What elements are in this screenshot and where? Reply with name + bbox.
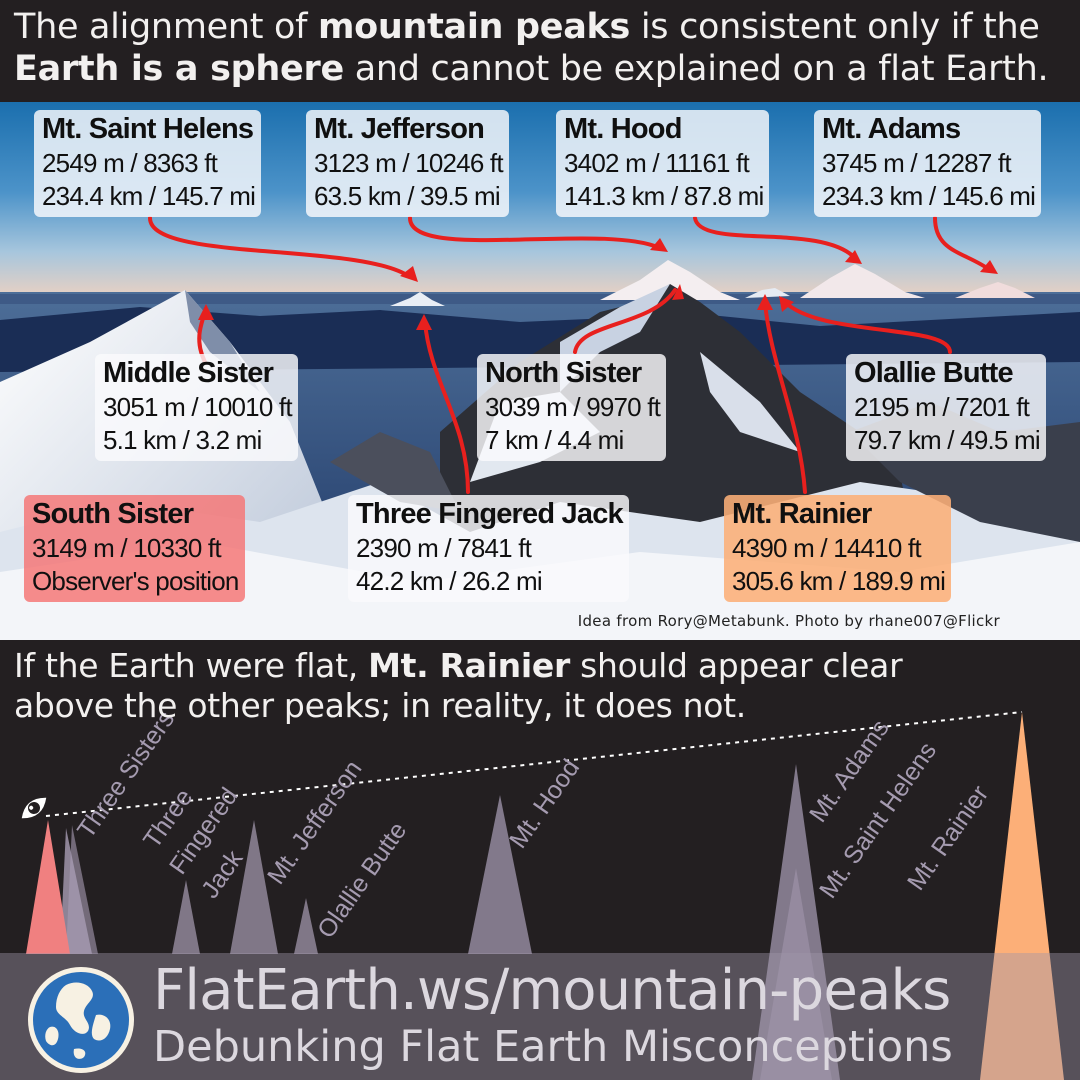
- label-name: North Sister: [485, 357, 642, 389]
- label-height: 3402 m / 11161 ft: [564, 148, 750, 178]
- footer: FlatEarth.ws/mountain-peaks Debunking Fl…: [0, 953, 1080, 1080]
- peak-diagram: Three Sisters Three Fingered Jack Mt. Je…: [21, 706, 1064, 1080]
- peak-hood: [468, 795, 532, 954]
- caption-text: should appear clear: [569, 646, 903, 685]
- header-text: is consistent only if the: [630, 7, 1040, 47]
- label-rainier: Mt. Rainier 4390 m / 14410 ft 305.6 km /…: [724, 495, 952, 602]
- header: The alignment of mountain peaks is consi…: [0, 0, 1080, 102]
- arrow-hood-to-adams: [693, 216, 857, 260]
- peak-three-fingered-jack: [172, 880, 200, 954]
- bottom-caption: If the Earth were flat, Mt. Rainier shou…: [14, 646, 903, 726]
- label-name: Mt. Saint Helens: [42, 113, 254, 145]
- arrow-olallie: [783, 300, 952, 354]
- label-name: Olallie Butte: [854, 357, 1014, 389]
- label-distance: 42.2 km / 26.2 mi: [356, 566, 543, 596]
- label-name: Mt. Rainier: [732, 498, 872, 530]
- globe-logo-icon: [28, 967, 134, 1073]
- label-name: Mt. Adams: [822, 113, 961, 145]
- label-height: 2549 m / 8363 ft: [42, 148, 218, 178]
- mt-jefferson-distant: [390, 292, 445, 306]
- label-olallie: Olallie Butte 2195 m / 7201 ft 79.7 km /…: [846, 354, 1046, 461]
- label-distance: 305.6 km / 189.9 mi: [732, 566, 946, 596]
- label-adams: Mt. Adams 3745 m / 12287 ft 234.3 km / 1…: [814, 110, 1042, 217]
- arrowheads: [198, 238, 998, 330]
- label-height: 3051 m / 10010 ft: [103, 392, 293, 422]
- label-jefferson: Mt. Jefferson 3123 m / 10246 ft 63.5 km …: [306, 110, 509, 217]
- label-distance: 79.7 km / 49.5 mi: [854, 425, 1041, 455]
- peak-saint-helens: [760, 868, 832, 1080]
- label-saint-helens: Mt. Saint Helens 2549 m / 8363 ft 234.4 …: [34, 110, 262, 217]
- mt-rainier-distant: [955, 282, 1035, 298]
- arrow-rainier-bottom: [763, 300, 807, 494]
- caption-bold-text: Mt. Rainier: [368, 646, 570, 685]
- header-text: and cannot be explained on a flat Earth.: [343, 49, 1049, 89]
- label-height: 3123 m / 10246 ft: [314, 148, 504, 178]
- label-name: South Sister: [32, 498, 194, 530]
- photo-credit: Idea from Rory@Metabunk. Photo by rhane0…: [577, 612, 1000, 630]
- label-name: Mt. Jefferson: [314, 113, 485, 145]
- arrow-adams-to-rainier: [933, 216, 992, 272]
- label-distance: 141.3 km / 87.8 mi: [564, 181, 764, 211]
- label-name: Mt. Hood: [564, 113, 682, 145]
- sightline: [45, 711, 1023, 817]
- header-bold-text: mountain peaks: [317, 7, 631, 47]
- footer-url: FlatEarth.ws/mountain-peaks: [153, 958, 951, 1023]
- arrow-three-fingered-jack: [423, 320, 470, 494]
- arrow-jefferson-to-hood: [408, 216, 662, 250]
- diagram-label-olallie: Olallie Butte: [312, 817, 412, 943]
- label-distance: 5.1 km / 3.2 mi: [103, 425, 262, 455]
- header-line-2: Earth is a sphere and cannot be explaine…: [14, 48, 1049, 90]
- olallie-distant: [745, 288, 790, 298]
- label-distance: 7 km / 4.4 mi: [485, 425, 624, 455]
- header-line-1: The alignment of mountain peaks is consi…: [14, 6, 1040, 48]
- label-height: 2390 m / 7841 ft: [356, 533, 532, 563]
- mt-adams-distant: [800, 264, 925, 298]
- arrow-north-sister: [573, 288, 677, 354]
- diagram-label-rainier: Mt. Rainier: [902, 780, 994, 895]
- label-height: 2195 m / 7201 ft: [854, 392, 1030, 422]
- label-three-fingered-jack: Three Fingered Jack 2390 m / 7841 ft 42.…: [348, 495, 629, 602]
- label-height: 3039 m / 9970 ft: [485, 392, 661, 422]
- label-name: Middle Sister: [103, 357, 274, 389]
- peak-olallie-butte: [294, 898, 318, 954]
- mountain-photo: Mt. Saint Helens 2549 m / 8363 ft 234.4 …: [0, 102, 1080, 640]
- peak-rainier: [980, 712, 1064, 1080]
- header-bold-text: Earth is a sphere: [14, 49, 344, 89]
- label-height: 3149 m / 10330 ft: [32, 533, 222, 563]
- label-height: 3745 m / 12287 ft: [822, 148, 1012, 178]
- label-south-sister: South Sister 3149 m / 10330 ft Observer'…: [24, 495, 245, 602]
- diagram-label-hood: Mt. Hood: [504, 754, 585, 853]
- label-distance: 234.4 km / 145.7 mi: [42, 181, 256, 211]
- peak-jefferson: [230, 820, 278, 954]
- arrow-saint-helens: [148, 216, 412, 279]
- bottom-caption-line-2: above the other peaks; in reality, it do…: [14, 686, 746, 725]
- eye-icon: [21, 797, 47, 819]
- peak-three-sisters-2: [66, 825, 98, 954]
- label-hood: Mt. Hood 3402 m / 11161 ft 141.3 km / 87…: [556, 110, 770, 217]
- label-north-sister: North Sister 3039 m / 9970 ft 7 km / 4.4…: [477, 354, 667, 461]
- label-height: 4390 m / 14410 ft: [732, 533, 922, 563]
- label-distance: 63.5 km / 39.5 mi: [314, 181, 501, 211]
- bottom-caption-line-1: If the Earth were flat, Mt. Rainier shou…: [14, 646, 903, 686]
- label-middle-sister: Middle Sister 3051 m / 10010 ft 5.1 km /…: [95, 354, 298, 461]
- label-distance: 234.3 km / 145.6 mi: [822, 181, 1036, 211]
- header-text: The alignment of: [14, 7, 318, 47]
- caption-text: If the Earth were flat,: [14, 646, 369, 685]
- label-name: Three Fingered Jack: [356, 498, 624, 530]
- label-distance: Observer's position: [32, 566, 239, 596]
- footer-tagline: Debunking Flat Earth Misconceptions: [153, 1022, 953, 1072]
- peak-observer: [26, 820, 70, 954]
- mt-hood-distant: [600, 260, 740, 300]
